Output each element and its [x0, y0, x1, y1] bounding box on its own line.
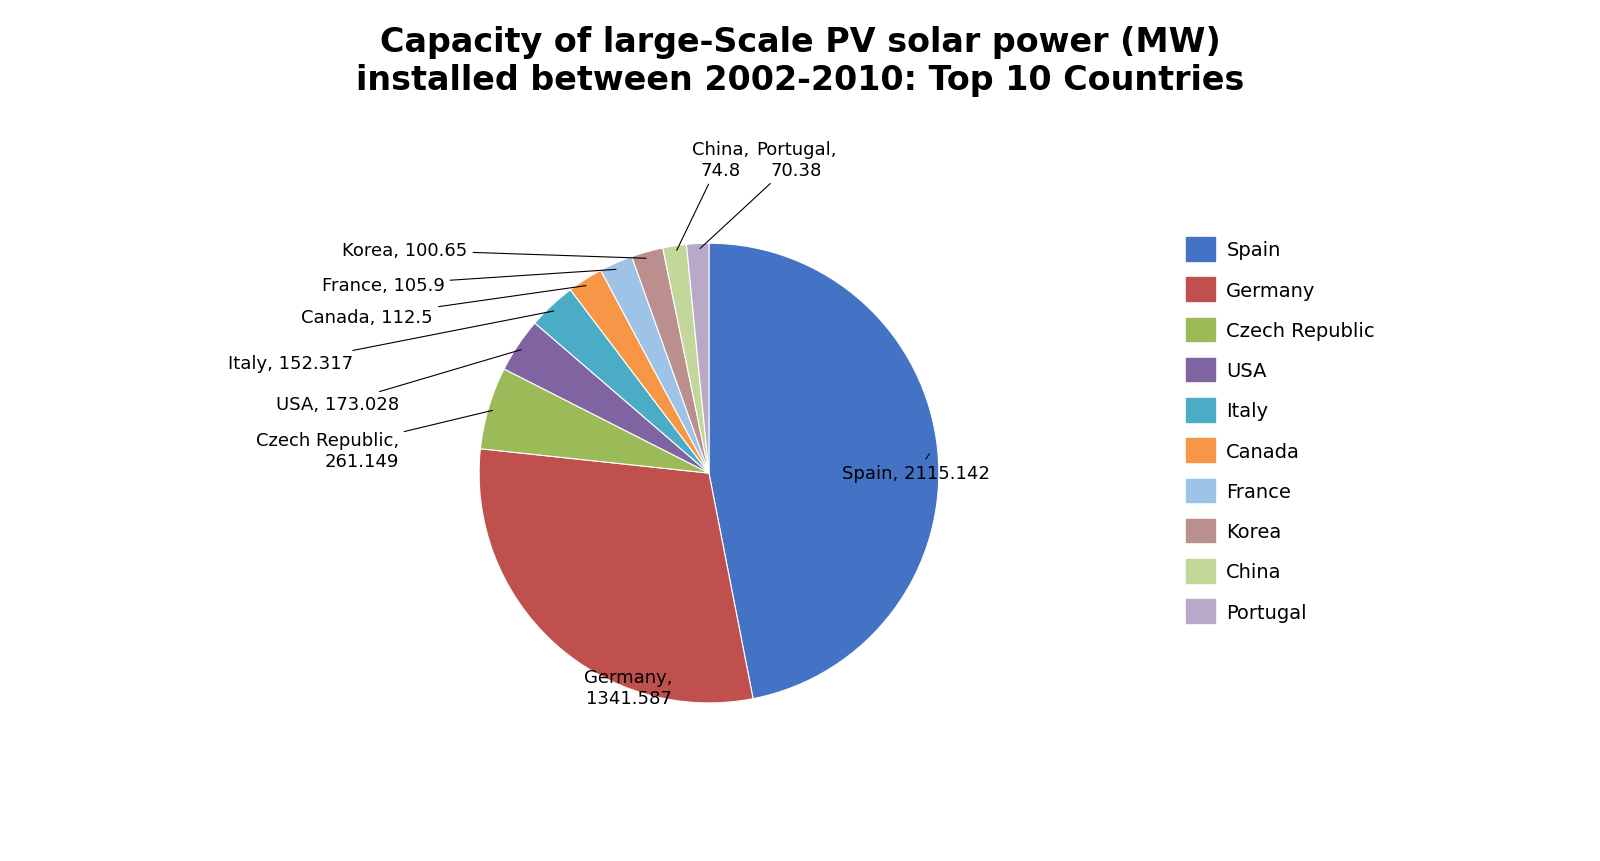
Text: China,
74.8: China, 74.8	[677, 141, 749, 251]
Wedge shape	[662, 245, 709, 474]
Text: Portugal,
70.38: Portugal, 70.38	[701, 141, 837, 249]
Text: Germany,
1341.587: Germany, 1341.587	[584, 669, 672, 708]
Wedge shape	[504, 324, 709, 474]
Text: France, 105.9: France, 105.9	[322, 270, 616, 294]
Legend: Spain, Germany, Czech Republic, USA, Italy, Canada, France, Korea, China, Portug: Spain, Germany, Czech Republic, USA, Ita…	[1178, 230, 1382, 631]
Wedge shape	[534, 290, 709, 474]
Text: Capacity of large-Scale PV solar power (MW)
installed between 2002-2010: Top 10 : Capacity of large-Scale PV solar power (…	[355, 26, 1245, 97]
Text: Spain, 2115.142: Spain, 2115.142	[842, 455, 990, 482]
Text: Czech Republic,
261.149: Czech Republic, 261.149	[256, 411, 493, 470]
Wedge shape	[686, 244, 709, 474]
Wedge shape	[480, 369, 709, 474]
Wedge shape	[632, 249, 709, 474]
Wedge shape	[478, 449, 754, 703]
Text: USA, 173.028: USA, 173.028	[275, 350, 522, 413]
Text: Korea, 100.65: Korea, 100.65	[342, 242, 646, 260]
Wedge shape	[600, 257, 709, 474]
Wedge shape	[570, 271, 709, 474]
Wedge shape	[709, 244, 939, 699]
Text: Italy, 152.317: Italy, 152.317	[227, 312, 554, 372]
Text: Canada, 112.5: Canada, 112.5	[301, 287, 586, 326]
